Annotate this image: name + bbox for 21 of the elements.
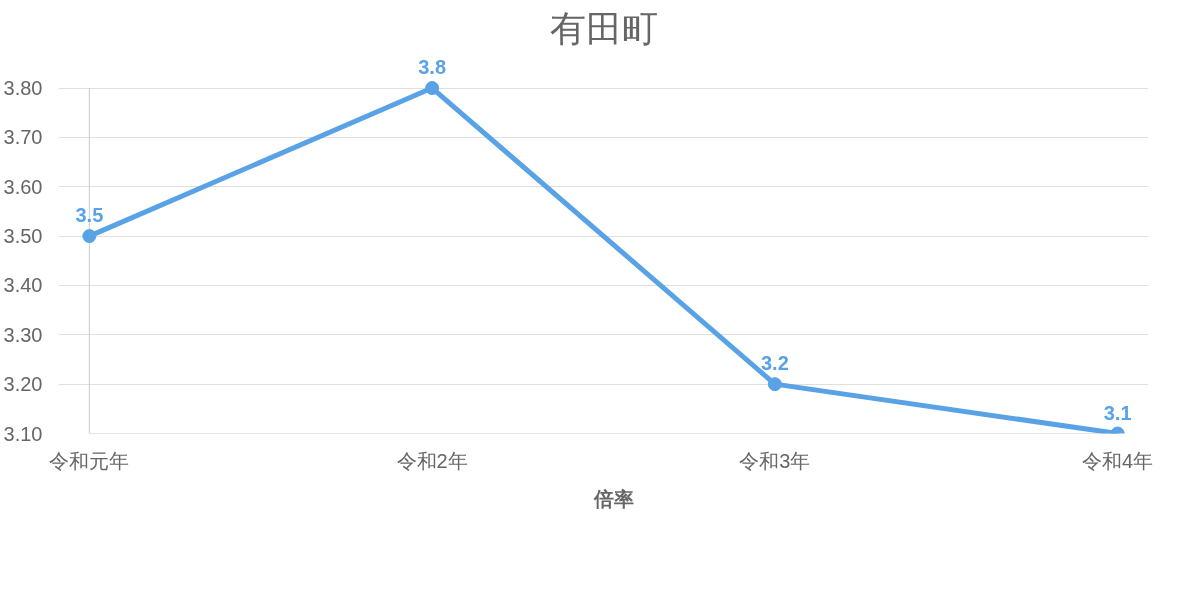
x-tick-label: 令和元年 [49, 449, 130, 472]
x-tick-label: 令和4年 [1082, 449, 1154, 472]
y-tick-label: 3.40 [3, 274, 43, 297]
x-tick-label: 令和2年 [396, 449, 468, 472]
y-tick-label: 3.50 [3, 225, 43, 248]
data-label: 3.8 [418, 56, 447, 79]
point [425, 81, 440, 96]
x-tick-label: 令和3年 [739, 449, 811, 472]
data-label: 3.2 [760, 352, 789, 375]
point [767, 377, 782, 392]
point [82, 229, 97, 244]
chart-title: 有田町 [549, 7, 658, 49]
data-label: 3.5 [75, 204, 104, 227]
y-tick-label: 3.60 [3, 175, 43, 198]
y-tick-label: 3.30 [3, 323, 43, 346]
y-tick-label: 3.20 [3, 373, 43, 396]
text: 倍率 [593, 486, 634, 512]
y-tick-label: 3.70 [3, 126, 43, 149]
data-label: 3.1 [1103, 401, 1132, 424]
y-tick-label: 3.10 [3, 422, 43, 445]
y-tick-label: 3.80 [3, 77, 43, 100]
